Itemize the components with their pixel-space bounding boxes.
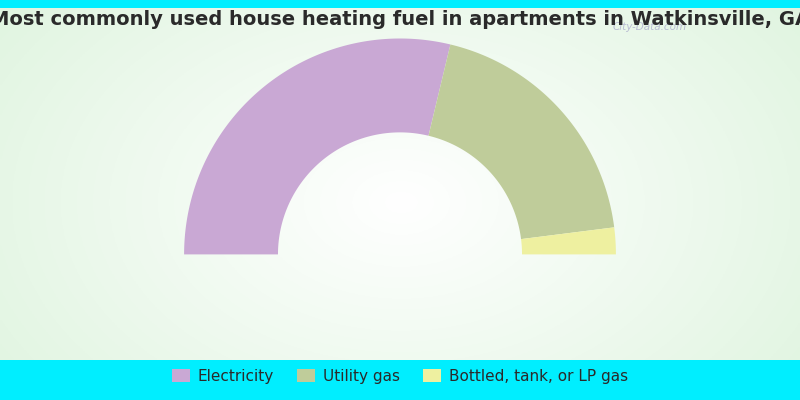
Polygon shape: [521, 227, 616, 254]
Polygon shape: [184, 38, 450, 254]
Polygon shape: [429, 44, 614, 239]
Text: Most commonly used house heating fuel in apartments in Watkinsville, GA: Most commonly used house heating fuel in…: [0, 10, 800, 29]
Text: City-Data.com: City-Data.com: [613, 22, 686, 32]
Legend: Electricity, Utility gas, Bottled, tank, or LP gas: Electricity, Utility gas, Bottled, tank,…: [166, 362, 634, 390]
